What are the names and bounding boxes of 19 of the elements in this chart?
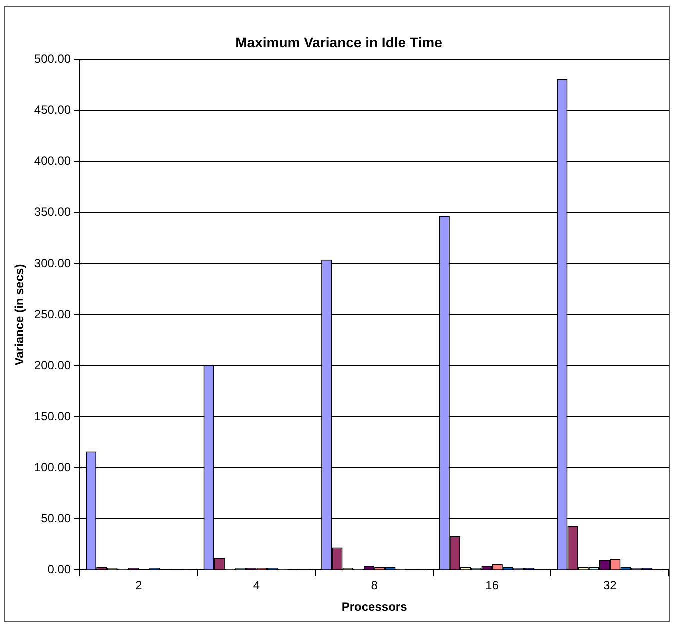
y-tick-label: 500.00 <box>34 52 72 66</box>
y-tick-label: 100.00 <box>34 460 72 474</box>
x-tick-label: 16 <box>486 578 500 593</box>
x-axis-title: Processors <box>342 600 408 614</box>
chart-title: Maximum Variance in Idle Time <box>236 34 443 50</box>
x-tick-label: 32 <box>603 578 618 593</box>
y-tick-label: 400.00 <box>34 154 72 168</box>
y-tick-label: 150.00 <box>34 409 72 424</box>
y-tick-label: 250.00 <box>34 307 72 322</box>
y-tick-label: 450.00 <box>34 103 72 118</box>
x-tick-label: 8 <box>371 578 378 593</box>
x-tick-label: 4 <box>253 578 260 593</box>
y-tick-label: 50.00 <box>41 511 72 526</box>
y-tick-label: 200.00 <box>34 358 72 372</box>
y-tick-label: 300.00 <box>34 256 72 270</box>
x-tick-label: 2 <box>136 578 143 593</box>
y-tick-label: 0.00 <box>48 562 72 577</box>
y-tick-label: 350.00 <box>34 205 72 220</box>
y-axis-title: Variance (in secs) <box>12 264 27 366</box>
